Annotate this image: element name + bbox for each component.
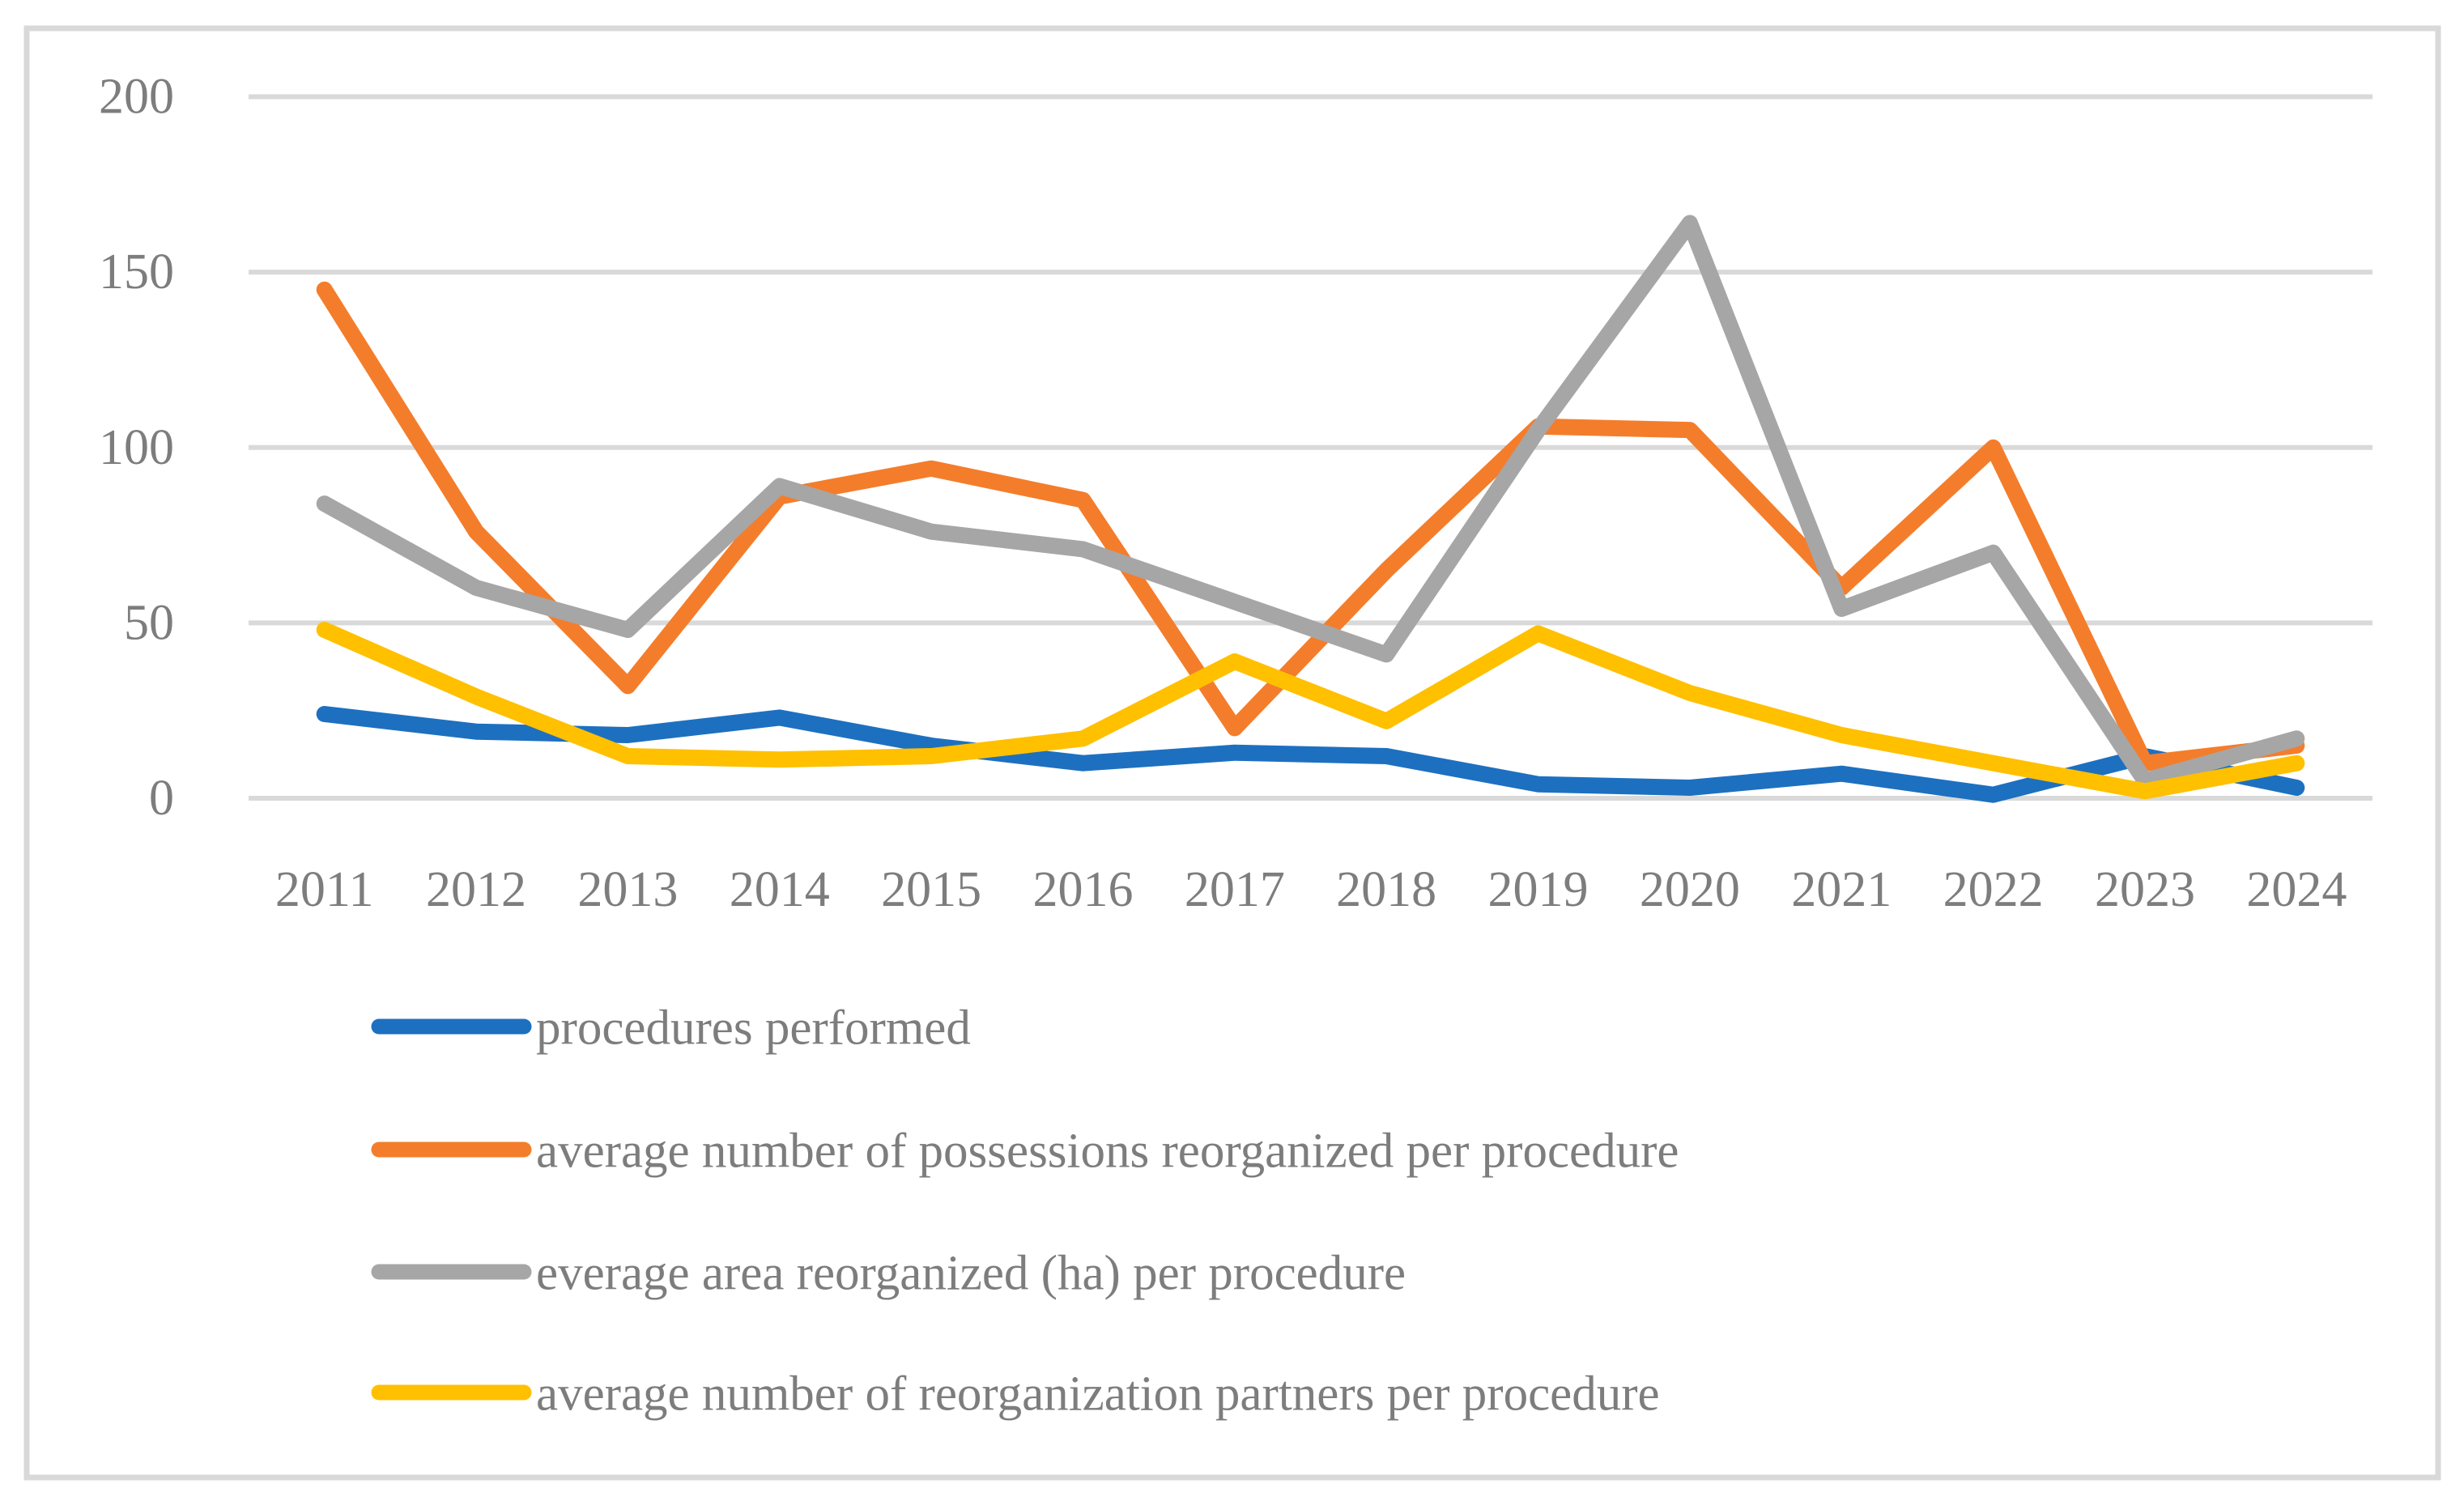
y-axis-label-0: 0 xyxy=(149,771,174,826)
chart-border xyxy=(23,25,2441,1481)
x-axis-label-2024: 2024 xyxy=(2246,862,2347,917)
y-axis-label-100: 100 xyxy=(99,420,174,475)
series-line-procedures-performed xyxy=(316,706,2305,803)
legend-label-procedures-performed: procedures performed xyxy=(536,1001,971,1056)
x-axis-label-2018: 2018 xyxy=(1336,862,1436,917)
legend-label-average-number-of-possessions-reorganized-per-procedure: average number of possessions reorganize… xyxy=(536,1124,1679,1179)
legend-label-average-number-of-reorganization-partners-per-procedure: average number of reorganization partner… xyxy=(536,1367,1660,1422)
x-axis-label-2021: 2021 xyxy=(1791,862,1892,917)
legend-label-everage-area-reorganized-ha-per-procedure: everage area reorganized (ha) per proced… xyxy=(536,1247,1406,1301)
x-axis-label-2023: 2023 xyxy=(2095,862,2195,917)
series-line-everage-area-reorganized-ha-per-procedure xyxy=(316,215,2305,789)
x-axis-label-2022: 2022 xyxy=(1943,862,2044,917)
x-axis-label-2011: 2011 xyxy=(275,862,374,917)
y-axis-label-150: 150 xyxy=(99,244,174,300)
y-axis-label-50: 50 xyxy=(124,595,174,650)
x-axis-label-2012: 2012 xyxy=(426,862,526,917)
legend-item-everage-area-reorganized-ha-per-procedure: everage area reorganized (ha) per proced… xyxy=(371,1247,1406,1301)
x-axis-label-2013: 2013 xyxy=(577,862,678,917)
x-axis-label-2015: 2015 xyxy=(881,862,981,917)
series-line-average-number-of-reorganization-partners-per-procedure xyxy=(316,622,2305,800)
x-axis-label-2014: 2014 xyxy=(730,862,830,917)
series-line-average-number-of-possessions-reorganized-per-procedure xyxy=(316,281,2305,772)
x-axis-label-2020: 2020 xyxy=(1640,862,1740,917)
x-axis-label-2016: 2016 xyxy=(1032,862,1133,917)
x-axis-label-2017: 2017 xyxy=(1185,862,1285,917)
legend-item-average-number-of-possessions-reorganized-per-procedure: average number of possessions reorganize… xyxy=(371,1124,1679,1179)
legend-item-average-number-of-reorganization-partners-per-procedure: average number of reorganization partner… xyxy=(371,1367,1660,1422)
x-axis-label-2019: 2019 xyxy=(1488,862,1589,917)
y-axis-label-200: 200 xyxy=(99,70,174,125)
legend-item-procedures-performed: procedures performed xyxy=(371,1001,971,1056)
